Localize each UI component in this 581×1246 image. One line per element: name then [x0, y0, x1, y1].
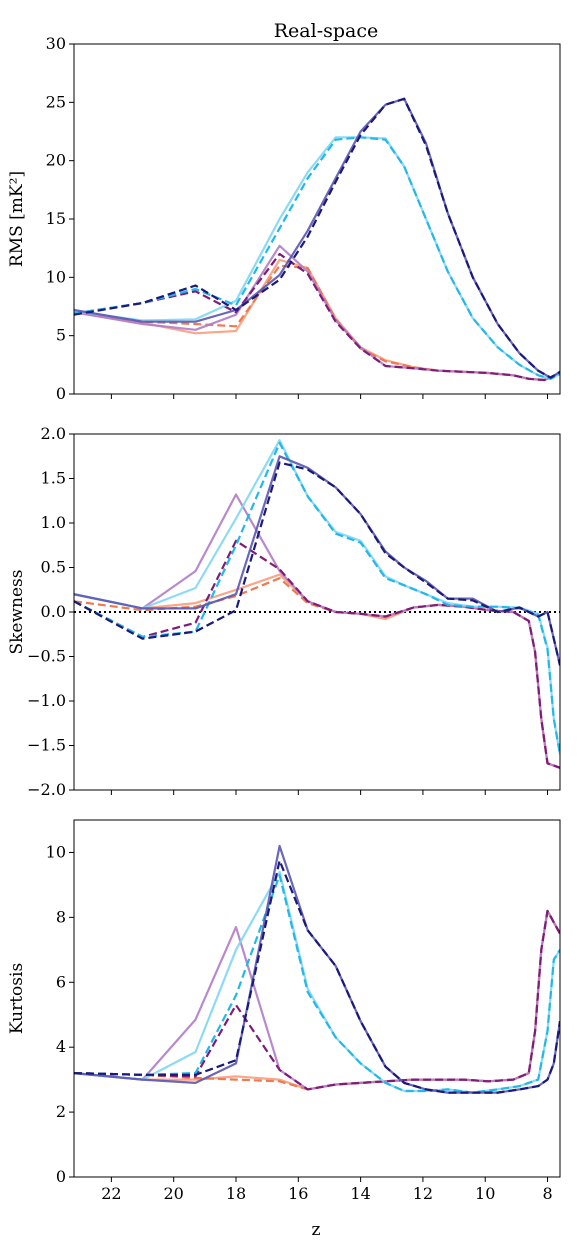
series-line-blue-dashed: [74, 136, 560, 380]
y-tick-label: 10: [46, 267, 66, 286]
figure-title: Real-space: [274, 20, 379, 42]
series-line-purple-dashed: [74, 909, 560, 1091]
series-line-light_navy-solid: [74, 455, 560, 666]
y-axis-label: Kurtosis: [7, 963, 27, 1034]
panel-2: −2.0 −1.5 −1.0 −0.5 0.0 0.5 1.0 1.5 2.0 Skewness: [7, 424, 561, 799]
series-group: [74, 844, 560, 1094]
y-tick-label: 1.5: [41, 469, 66, 488]
y-tick-label: 2: [56, 1102, 66, 1121]
series-line-blue-dashed: [74, 874, 560, 1094]
y-tick-label: 30: [46, 34, 66, 53]
x-tick-label: 12: [413, 1184, 433, 1203]
series-line-navy-dashed: [74, 461, 560, 666]
x-tick-label: 20: [164, 1184, 184, 1203]
y-tick-label: 2.0: [41, 424, 66, 443]
series-line-orange-dashed: [74, 264, 560, 382]
series-line-light_purple-solid: [74, 244, 560, 382]
series-line-orange-dashed: [74, 909, 560, 1091]
series-line-purple-dashed: [74, 539, 560, 769]
x-tick-label: 18: [226, 1184, 246, 1203]
series-line-light_navy-solid: [74, 844, 560, 1094]
plot-frame: [73, 433, 561, 791]
panel-3: 22 20 18 16 14 12 10 8 0 2 4 6 8 10 Kurtosis: [7, 819, 561, 1203]
y-axis-label: Skewness: [7, 569, 27, 654]
series-line-light_orange-solid: [74, 573, 560, 769]
series-line-light_purple-solid: [74, 493, 560, 769]
y-tick-label: 25: [46, 92, 66, 111]
x-axis-label: z: [312, 1220, 321, 1240]
x-tick-label: 14: [350, 1184, 370, 1203]
y-tick-label: −2.0: [27, 780, 66, 799]
series-line-light_purple-solid: [74, 909, 560, 1091]
y-tick-label: 10: [46, 842, 66, 861]
x-tick-label: 10: [475, 1184, 495, 1203]
y-tick-label: 15: [46, 209, 66, 228]
series-group: [74, 97, 560, 382]
y-tick-label: −1.5: [27, 736, 66, 755]
y-tick-label: 8: [56, 907, 66, 926]
series-line-light_blue-solid: [74, 439, 560, 755]
y-tick-label: 1.0: [41, 513, 66, 532]
series-line-purple-dashed: [74, 252, 560, 382]
series-line-light_orange-solid: [74, 909, 560, 1091]
x-tick-label: 8: [542, 1184, 552, 1203]
series-line-light_blue-solid: [74, 870, 560, 1094]
series-group: [74, 439, 560, 769]
plot-frame: [73, 819, 561, 1178]
x-tick-label: 22: [101, 1184, 121, 1203]
series-line-blue-dashed: [74, 441, 560, 755]
y-tick-label: −1.0: [27, 691, 66, 710]
series-line-navy-dashed: [74, 859, 560, 1094]
series-line-navy-dashed: [74, 97, 560, 379]
plot-frame: [73, 43, 561, 395]
y-tick-label: 0: [56, 1167, 66, 1186]
y-axis-label: RMS [mK²]: [7, 171, 27, 267]
y-tick-label: 20: [46, 151, 66, 170]
y-tick-label: 0.5: [41, 558, 66, 577]
y-tick-label: 6: [56, 972, 66, 991]
y-tick-label: 0: [56, 384, 66, 403]
panel-1: 0 5 10 15 20 25 30 RMS [mK²]: [7, 34, 561, 403]
x-tick-label: 16: [288, 1184, 308, 1203]
y-tick-label: 0.0: [41, 602, 66, 621]
y-tick-label: −0.5: [27, 647, 66, 666]
series-line-light_blue-solid: [74, 136, 560, 380]
y-tick-label: 4: [56, 1037, 66, 1056]
y-tick-label: 5: [56, 326, 66, 345]
